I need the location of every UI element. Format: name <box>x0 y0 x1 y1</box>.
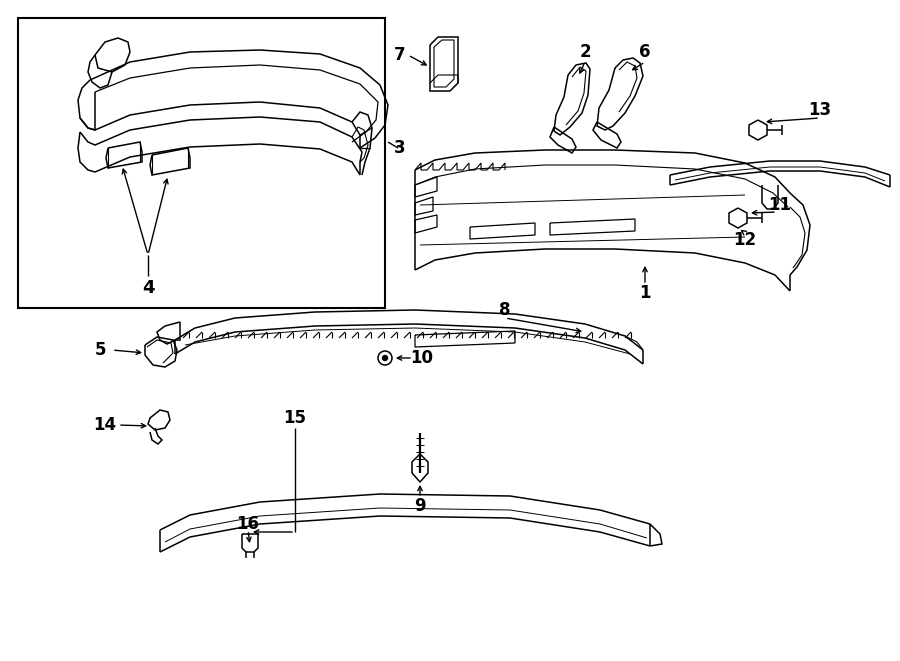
Text: 5: 5 <box>94 341 106 359</box>
Text: 12: 12 <box>734 231 757 249</box>
Text: 15: 15 <box>284 409 307 427</box>
Text: 7: 7 <box>394 46 406 64</box>
Text: 13: 13 <box>808 101 832 119</box>
Text: 4: 4 <box>142 279 154 297</box>
Circle shape <box>382 356 388 360</box>
Text: 8: 8 <box>500 301 511 319</box>
Text: 2: 2 <box>580 43 590 61</box>
Text: 11: 11 <box>769 196 791 214</box>
Text: 9: 9 <box>414 497 426 515</box>
Text: 16: 16 <box>237 515 259 533</box>
Text: 10: 10 <box>410 349 434 367</box>
Text: 1: 1 <box>639 284 651 302</box>
Text: 6: 6 <box>639 43 651 61</box>
Bar <box>18 18 385 308</box>
Text: 3: 3 <box>394 139 406 157</box>
Text: 14: 14 <box>94 416 117 434</box>
